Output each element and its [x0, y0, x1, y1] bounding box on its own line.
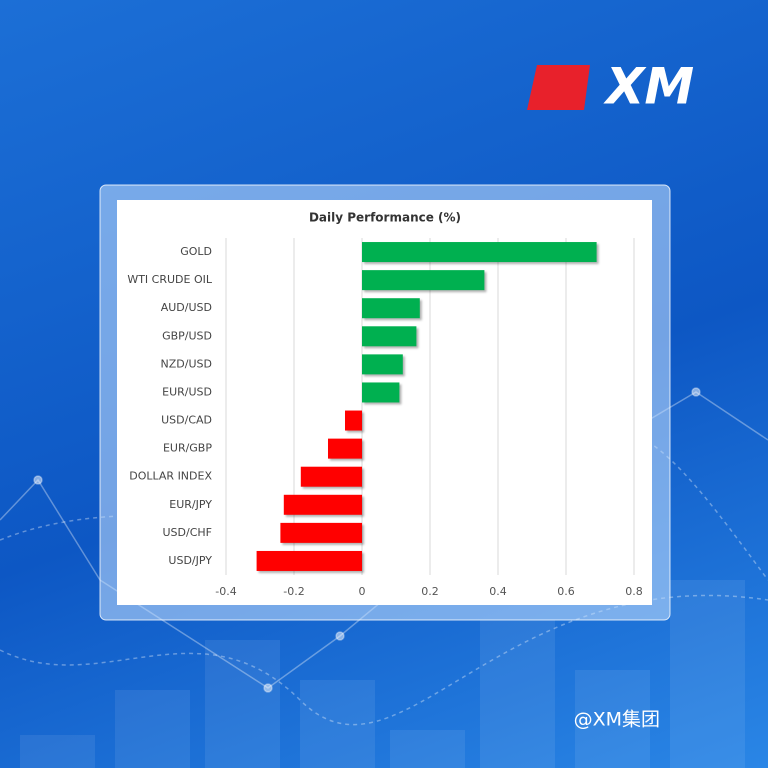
logo-text: XM: [603, 58, 694, 116]
chart-title: Daily Performance (%): [309, 211, 461, 225]
y-tick-label: DOLLAR INDEX: [129, 470, 212, 483]
x-tick-label: -0.2: [283, 585, 304, 598]
bar: [256, 550, 362, 571]
plot-background: [117, 200, 652, 605]
y-tick-label: USD/JPY: [168, 554, 212, 567]
x-tick-label: 0: [359, 585, 366, 598]
y-tick-label: EUR/JPY: [169, 498, 212, 511]
logo: XM: [527, 58, 694, 116]
x-tick-label: 0.6: [557, 585, 575, 598]
x-tick-label: 0.8: [625, 585, 643, 598]
y-tick-label: AUD/USD: [161, 301, 212, 314]
x-tick-label: 0.2: [421, 585, 439, 598]
bar: [362, 382, 400, 403]
y-tick-label: USD/CAD: [161, 414, 212, 427]
y-tick-label: WTI CRUDE OIL: [127, 273, 213, 286]
x-tick-label: 0.4: [489, 585, 507, 598]
bar: [362, 298, 420, 319]
y-tick-label: EUR/GBP: [163, 442, 212, 455]
x-tick-label: -0.4: [215, 585, 236, 598]
bar: [328, 438, 362, 459]
bar: [280, 522, 362, 543]
y-tick-label: GOLD: [180, 245, 212, 258]
y-tick-label: GBP/USD: [162, 329, 212, 342]
bar: [362, 270, 485, 291]
bar: [345, 410, 362, 431]
background-bars: [20, 580, 745, 768]
y-tick-label: USD/CHF: [163, 526, 213, 539]
watermark: @XM集团: [574, 709, 660, 731]
bar: [362, 242, 597, 263]
bar: [300, 466, 362, 487]
y-tick-label: NZD/USD: [161, 357, 212, 370]
bar: [283, 494, 362, 515]
bar: [362, 354, 403, 375]
bar: [362, 326, 417, 347]
y-tick-label: EUR/USD: [162, 385, 212, 398]
